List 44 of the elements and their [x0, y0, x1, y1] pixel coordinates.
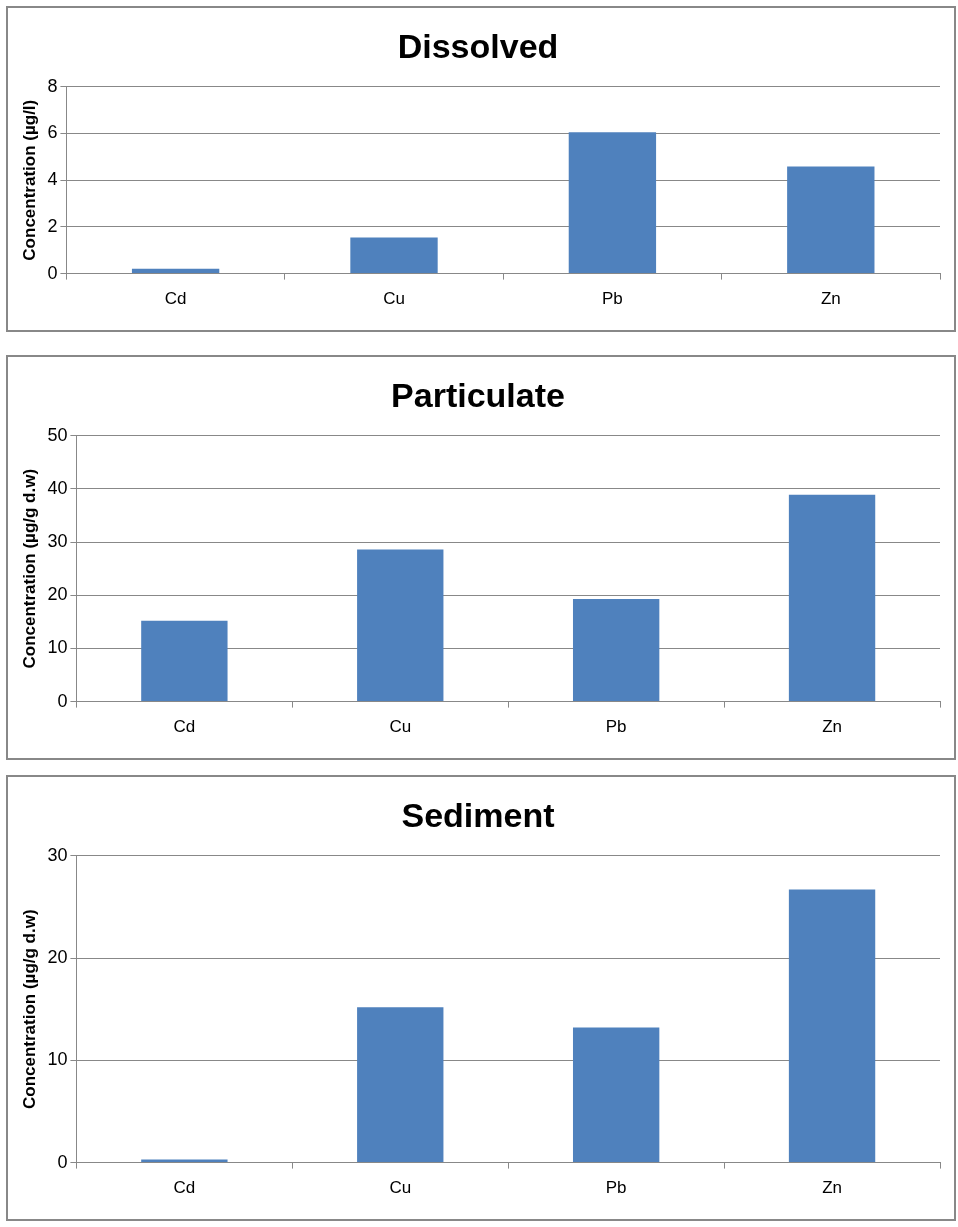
- y-tick-label: 0: [47, 262, 58, 283]
- x-tick-label: Pb: [605, 717, 627, 737]
- chart-title: Dissolved: [397, 26, 559, 65]
- bar: [350, 237, 438, 274]
- x-tick-label: Cd: [164, 289, 187, 309]
- x-tick-label: Cu: [383, 289, 405, 309]
- x-tick-label: Zn: [820, 289, 841, 309]
- y-tick-label: 4: [47, 169, 58, 190]
- y-tick-label: 50: [47, 424, 68, 445]
- x-tick-label: Cd: [173, 1178, 196, 1198]
- x-tick-label: Pb: [605, 1178, 627, 1198]
- y-tick-label: 2: [47, 215, 58, 236]
- y-axis-title: Concentration (µg/g d.w): [19, 468, 39, 669]
- bar: [357, 1007, 444, 1163]
- y-tick-label: 0: [57, 1151, 68, 1172]
- x-tick-label: Cu: [389, 1178, 412, 1198]
- chart-title: Sediment: [401, 795, 555, 834]
- x-tick-label: Zn: [822, 717, 842, 737]
- y-axis-title: Concentration (µg/g d.w): [19, 909, 39, 1109]
- y-tick-label: 30: [47, 531, 68, 552]
- bar: [572, 1027, 660, 1163]
- bar: [568, 132, 657, 274]
- y-tick-label: 20: [47, 584, 68, 605]
- y-tick-label: 6: [47, 122, 58, 143]
- bar: [788, 494, 876, 702]
- x-tick-label: Zn: [822, 1178, 842, 1198]
- bar: [131, 268, 220, 274]
- y-tick-label: 0: [57, 690, 68, 711]
- x-tick-label: Pb: [602, 289, 623, 309]
- chart-title: Particulate: [391, 375, 565, 414]
- y-tick-label: 40: [47, 477, 68, 498]
- y-tick-label: 30: [47, 844, 68, 865]
- bar: [141, 620, 228, 702]
- y-axis-title: Concentration (µg/l): [19, 99, 39, 261]
- y-tick-label: 10: [47, 1049, 68, 1070]
- bar: [788, 889, 876, 1163]
- bar: [787, 166, 875, 274]
- bar: [572, 599, 660, 702]
- y-tick-label: 10: [47, 637, 68, 658]
- bar: [357, 549, 444, 702]
- y-tick-label: 20: [47, 947, 68, 968]
- y-tick-label: 8: [47, 75, 58, 96]
- x-tick-label: Cu: [389, 717, 412, 737]
- x-tick-label: Cd: [173, 717, 196, 737]
